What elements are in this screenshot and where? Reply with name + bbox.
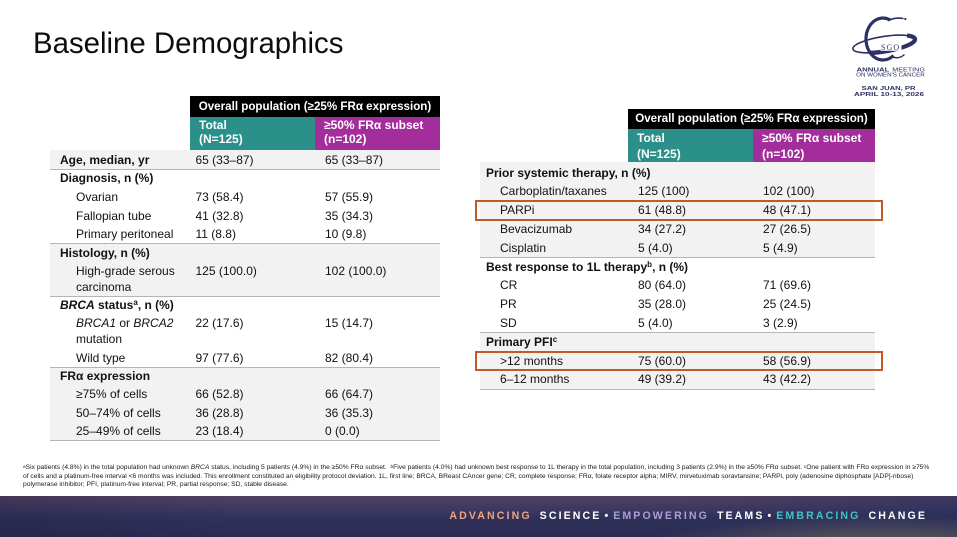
- svg-text:SGO: SGO: [881, 43, 899, 52]
- svg-text:APRIL 10-13, 2026: APRIL 10-13, 2026: [854, 92, 924, 98]
- svg-text:ANNUAL: ANNUAL: [857, 67, 891, 73]
- svg-text:ON WOMEN'S CANCER: ON WOMEN'S CANCER: [856, 72, 925, 78]
- svg-text:SAN JUAN, PR: SAN JUAN, PR: [862, 86, 916, 92]
- svg-text:MEETING: MEETING: [892, 67, 925, 73]
